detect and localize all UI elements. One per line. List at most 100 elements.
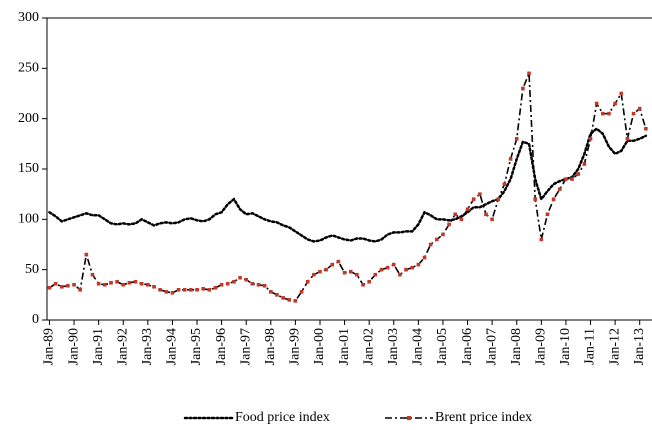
- series-marker: [422, 255, 427, 260]
- x-tick-label: Jan-00: [312, 328, 327, 365]
- series-marker: [613, 101, 617, 106]
- series-marker: [238, 275, 242, 280]
- series-marker: [521, 86, 525, 91]
- series-marker: [281, 296, 285, 300]
- series-marker: [410, 265, 415, 270]
- x-tick-label: Jan-12: [607, 328, 622, 365]
- x-tick-label: Jan-91: [91, 328, 106, 365]
- series-marker: [453, 212, 458, 217]
- series-marker: [170, 291, 175, 295]
- series-marker: [324, 267, 328, 272]
- legend-label: Brent price index: [435, 410, 532, 425]
- y-tick-label: 0: [32, 312, 39, 327]
- series-marker: [576, 172, 581, 176]
- x-tick-label: Jan-97: [238, 328, 253, 365]
- series-marker: [269, 290, 273, 294]
- x-tick-label: Jan-92: [115, 328, 130, 365]
- series-marker: [195, 288, 199, 292]
- series-marker: [219, 282, 224, 287]
- y-tick-label: 100: [18, 212, 39, 227]
- series-marker: [59, 284, 64, 289]
- x-tick-label: Jan-13: [632, 328, 647, 365]
- series-line: [48, 127, 648, 243]
- series-marker: [447, 222, 451, 227]
- series-marker: [428, 242, 433, 247]
- series-marker: [299, 290, 304, 294]
- series-marker: [336, 259, 341, 264]
- series-marker: [570, 177, 574, 181]
- series-marker: [514, 137, 519, 141]
- series-marker: [490, 217, 494, 222]
- series-marker: [582, 162, 587, 166]
- series-marker: [305, 279, 310, 284]
- series-marker: [594, 101, 599, 106]
- series-marker: [293, 299, 298, 303]
- series-marker: [459, 217, 464, 222]
- series-line: [49, 73, 647, 302]
- series-marker: [164, 290, 169, 294]
- series-marker: [496, 197, 501, 201]
- series-marker: [115, 279, 119, 284]
- series-marker: [189, 288, 193, 292]
- series-marker: [348, 269, 353, 274]
- y-tick-label: 250: [18, 61, 39, 76]
- y-tick-label: 200: [18, 111, 39, 126]
- series-marker: [465, 207, 470, 212]
- series-marker: [72, 282, 76, 287]
- series-marker: [545, 212, 550, 217]
- series-marker: [391, 262, 396, 267]
- series-marker: [78, 288, 83, 292]
- series-marker: [355, 272, 359, 277]
- legend-label: Food price index: [235, 410, 330, 425]
- series-marker: [133, 279, 138, 284]
- x-tick-label: Jan-95: [189, 328, 204, 365]
- series-marker: [404, 267, 408, 272]
- series-marker: [361, 282, 365, 287]
- series-marker: [551, 197, 556, 201]
- legend-item: Food price index: [183, 410, 330, 425]
- series-marker: [244, 277, 249, 282]
- x-tick-label: Jan-09: [534, 328, 549, 365]
- series-marker: [182, 288, 187, 292]
- series-marker: [367, 279, 371, 284]
- series-marker: [342, 270, 347, 275]
- series-marker: [508, 157, 513, 161]
- y-tick-label: 300: [18, 10, 39, 25]
- series-marker: [601, 111, 605, 116]
- x-tick-label: Jan-01: [337, 328, 352, 365]
- series-marker: [158, 288, 162, 292]
- series-marker: [398, 272, 402, 277]
- series-marker: [644, 126, 648, 131]
- series-marker: [225, 281, 230, 286]
- series-marker: [262, 283, 267, 288]
- series-marker: [435, 237, 439, 242]
- series-marker: [484, 212, 488, 217]
- x-tick-label: Jan-05: [435, 328, 450, 365]
- x-tick-label: Jan-07: [484, 328, 499, 365]
- x-tick-label: Jan-02: [361, 328, 376, 365]
- x-tick-label: Jan-89: [42, 328, 57, 365]
- series-marker: [213, 285, 218, 290]
- series-marker: [533, 197, 537, 201]
- series-marker: [201, 286, 205, 291]
- series-marker: [127, 280, 132, 285]
- series-marker: [330, 262, 335, 267]
- series-marker: [146, 282, 150, 287]
- x-tick-label: Jan-98: [263, 328, 278, 365]
- series-marker: [90, 272, 95, 277]
- series-marker: [441, 232, 445, 237]
- series-marker: [471, 197, 476, 201]
- series-marker: [287, 298, 292, 302]
- series-marker: [250, 281, 255, 286]
- series-marker: [84, 252, 89, 257]
- series-marker: [373, 272, 378, 277]
- series-marker: [527, 71, 531, 76]
- x-tick-label: Jan-93: [140, 328, 155, 365]
- series-marker: [607, 111, 611, 116]
- series-marker: [312, 272, 316, 277]
- series-marker: [109, 280, 113, 285]
- series-marker: [139, 281, 144, 286]
- series-marker: [232, 279, 236, 284]
- series-marker: [385, 265, 390, 270]
- series-marker: [478, 192, 482, 196]
